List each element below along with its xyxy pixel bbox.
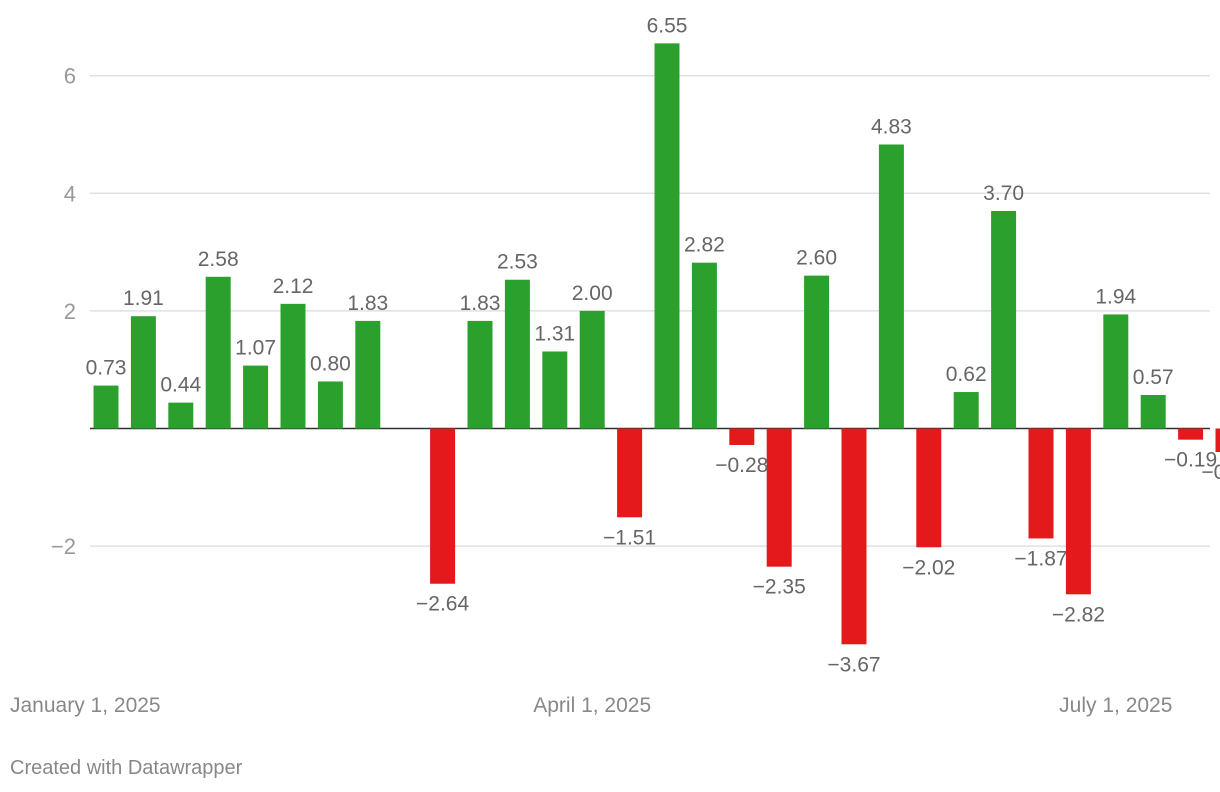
bar-value-label: 2.53 — [497, 251, 538, 274]
bar — [1028, 428, 1054, 539]
bar — [504, 279, 530, 429]
y-tick-label: 2 — [64, 299, 76, 324]
bar — [916, 428, 942, 548]
bar-value-label: 2.82 — [684, 234, 725, 257]
bar — [691, 262, 717, 429]
bar-value-label: 0.57 — [1133, 366, 1174, 389]
y-tick-label: −2 — [51, 534, 76, 559]
bar-value-label: 0.62 — [946, 363, 987, 386]
bar-value-label: −0.19 — [1164, 449, 1217, 472]
bar-value-label: 0.73 — [86, 357, 127, 380]
bar — [878, 144, 904, 429]
bar-value-label: 4.83 — [871, 115, 912, 138]
y-tick-label: 4 — [64, 181, 76, 206]
bar — [579, 310, 605, 429]
bar-value-label: 0.44 — [160, 374, 201, 397]
bar-value-label: 2.60 — [796, 247, 837, 270]
bar — [168, 402, 194, 429]
bar-value-label: −3.67 — [827, 653, 880, 676]
bar — [953, 392, 979, 429]
bar — [1178, 428, 1204, 440]
bar — [617, 428, 643, 518]
bar-value-label: 2.12 — [273, 275, 314, 298]
bar — [654, 43, 680, 429]
bar-value-label: −2.64 — [416, 593, 469, 616]
bar-value-label: 1.91 — [123, 287, 164, 310]
bar — [841, 428, 867, 645]
x-tick-label: January 1, 2025 — [10, 694, 161, 717]
bar — [804, 275, 830, 429]
bar-value-label: −2.35 — [753, 576, 806, 599]
bar-value-label: −2.02 — [902, 556, 955, 579]
bar — [1215, 428, 1220, 453]
bar — [766, 428, 792, 567]
bar — [130, 316, 156, 429]
bar — [542, 351, 568, 429]
bar-value-label: 2.00 — [572, 282, 613, 305]
bar — [243, 365, 269, 429]
bar-value-label: 1.31 — [534, 322, 575, 345]
bar — [93, 385, 119, 429]
bar — [205, 276, 231, 429]
bar-value-label: 1.83 — [460, 292, 501, 315]
bar-value-label: −2.82 — [1052, 603, 1105, 626]
bar — [729, 428, 755, 445]
credit-text: Created with Datawrapper — [10, 757, 243, 779]
bar-value-label: −1.87 — [1014, 547, 1067, 570]
value-labels: 0.73 1.91 0.44 2.58 1.07 2.12 0.80 1.83 −2.64 1.8… — [86, 14, 1220, 676]
bar-value-label: 0.80 — [310, 352, 351, 375]
bar — [1065, 428, 1091, 595]
bar — [1103, 314, 1129, 429]
bar — [355, 320, 381, 429]
bar — [1140, 394, 1166, 429]
bar-value-label: 6.55 — [647, 14, 688, 37]
bar — [467, 320, 493, 429]
bar — [991, 210, 1017, 429]
bar-value-label: 3.70 — [983, 182, 1024, 205]
bars — [93, 43, 1220, 645]
bar-value-label: −0.28 — [715, 454, 768, 477]
y-tick-label: 6 — [64, 64, 76, 89]
bar — [317, 381, 343, 429]
bar — [280, 303, 306, 429]
bar-value-label: 1.07 — [235, 337, 276, 360]
gridlines: 6 4 2 −2 — [51, 64, 1210, 559]
bar-chart: 6 4 2 −2 0.73 1.91 0.44 2.58 1.07 2.12 0.80 1.83 −2… — [10, 14, 1220, 717]
bar-value-label: −1.51 — [603, 526, 656, 549]
bar-value-label: 2.58 — [198, 248, 239, 271]
bar-value-label: −0.40 — [1201, 461, 1220, 484]
bar-value-label: 1.94 — [1095, 285, 1136, 308]
x-axis: January 1, 2025 April 1, 2025 July 1, 2025 — [10, 694, 1172, 717]
bar — [430, 428, 456, 584]
bar-value-label: 1.83 — [347, 292, 388, 315]
x-tick-label: July 1, 2025 — [1059, 694, 1172, 717]
x-tick-label: April 1, 2025 — [533, 694, 651, 717]
